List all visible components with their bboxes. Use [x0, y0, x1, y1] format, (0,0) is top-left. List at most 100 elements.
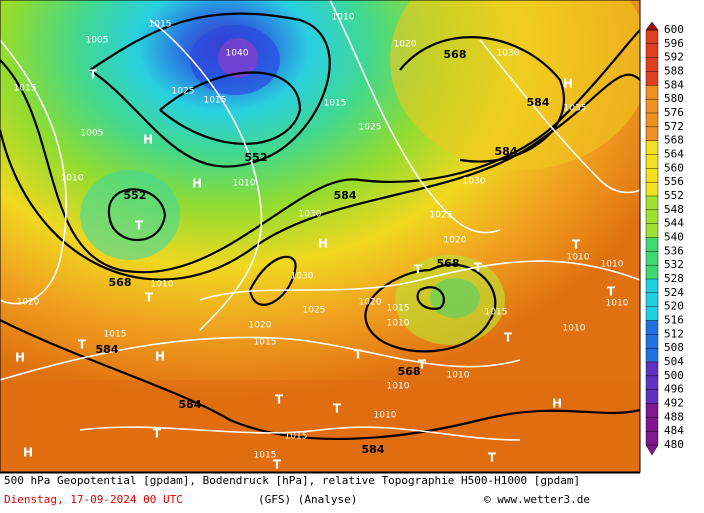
- isobar-label: 1015: [14, 84, 37, 94]
- isobar-label: 1010: [387, 382, 410, 392]
- isobar-label: 1015: [149, 20, 172, 30]
- scale-label: 588: [664, 65, 684, 78]
- isobar-label: 1025: [172, 87, 195, 97]
- scale-swatch: [645, 264, 659, 280]
- isobar-label: 1015: [104, 330, 127, 340]
- isobar-label: 1015: [387, 304, 410, 314]
- height-label: 552: [124, 189, 147, 202]
- isobar-label: 1015: [485, 308, 508, 318]
- scale-label: 548: [664, 203, 684, 216]
- scale-swatch: [645, 223, 659, 239]
- scale-swatch: [645, 430, 659, 446]
- isobar-label: 1020: [444, 236, 467, 246]
- isobar-label: 1015: [285, 432, 308, 442]
- height-label: 584: [334, 189, 357, 202]
- pressure-center: H: [318, 237, 328, 251]
- map-frame: [0, 0, 641, 473]
- isobar-label: 1030: [291, 272, 314, 282]
- scale-label: 572: [664, 120, 684, 133]
- height-label: 568: [109, 276, 132, 289]
- scale-swatch: [645, 292, 659, 308]
- height-label: 584: [362, 443, 385, 456]
- scale-swatch: [645, 209, 659, 225]
- color-scale: 6005965925885845805765725685645605565525…: [645, 21, 684, 456]
- pressure-center: T: [89, 68, 98, 82]
- isobar-label: 1010: [387, 319, 410, 329]
- isobar-label: 1015: [254, 338, 277, 348]
- scale-arrow-bottom: [645, 444, 659, 456]
- pressure-center: H: [552, 397, 562, 411]
- scale-swatch: [645, 71, 659, 87]
- isobar-label: 1025: [430, 211, 453, 221]
- scale-swatch: [645, 306, 659, 322]
- height-label: 552: [245, 151, 268, 164]
- scale-swatch: [645, 29, 659, 45]
- pressure-center: T: [607, 285, 616, 299]
- isobar-label: 1025: [303, 306, 326, 316]
- pressure-center: T: [474, 261, 483, 275]
- isobar-label: 1020: [249, 321, 272, 331]
- pressure-center: T: [354, 348, 363, 362]
- scale-label: 568: [664, 134, 684, 147]
- pressure-center: T: [488, 451, 497, 465]
- pressure-center: H: [192, 177, 202, 191]
- scale-label: 580: [664, 92, 684, 105]
- scale-label: 560: [664, 161, 684, 174]
- pressure-center: T: [572, 238, 581, 252]
- scale-label: 596: [664, 37, 684, 50]
- isobar-label: 1030: [497, 49, 520, 59]
- scale-label: 504: [664, 355, 684, 368]
- isobar-label: 1035: [564, 104, 587, 114]
- scale-label: 564: [664, 148, 684, 161]
- scale-arrow-top: [645, 21, 659, 31]
- scale-label: 524: [664, 286, 684, 299]
- map: [0, 0, 640, 472]
- pressure-center: T: [504, 331, 513, 345]
- scale-label: 516: [664, 314, 684, 327]
- footer-source: © www.wetter3.de: [484, 493, 590, 506]
- footer-description: 500 hPa Geopotential [gpdam], Bodendruck…: [4, 474, 580, 487]
- height-label: 568: [444, 48, 467, 61]
- scale-label: 496: [664, 383, 684, 396]
- scale-swatch: [645, 154, 659, 170]
- pressure-center: T: [153, 427, 162, 441]
- footer-model: (GFS) (Analyse): [258, 493, 357, 506]
- scale-swatch: [645, 417, 659, 432]
- isobar-label: 1010: [447, 371, 470, 381]
- isobar-label: 1030: [299, 210, 322, 220]
- scale-label: 512: [664, 327, 684, 340]
- isobar-label: 1040: [226, 49, 249, 59]
- scale-label: 540: [664, 231, 684, 244]
- scale-swatch: [645, 334, 659, 349]
- scale-swatch: [645, 251, 659, 266]
- pressure-center: H: [143, 133, 153, 147]
- height-label: 584: [495, 145, 518, 158]
- scale-swatch: [645, 195, 659, 211]
- isobar-label: 1020: [394, 40, 417, 50]
- scale-label: 544: [664, 217, 684, 230]
- pressure-center: H: [563, 77, 573, 91]
- scale-label: 500: [664, 369, 684, 382]
- isobar-label: 1025: [359, 123, 382, 133]
- scale-swatch: [645, 389, 659, 405]
- isobar-label: 1015: [204, 96, 227, 106]
- scale-label: 532: [664, 258, 684, 271]
- scale-swatch: [645, 140, 659, 156]
- scale-label: 492: [664, 397, 684, 410]
- pressure-center: T: [78, 338, 87, 352]
- scale-label: 484: [664, 424, 684, 437]
- height-label: 584: [179, 398, 202, 411]
- scale-label: 488: [664, 410, 684, 423]
- scale-swatch: [645, 85, 659, 100]
- pressure-center: T: [418, 358, 427, 372]
- isobar-label: 1010: [151, 280, 174, 290]
- pressure-center: H: [23, 446, 33, 460]
- height-label: 568: [437, 257, 460, 270]
- pressure-center: T: [273, 458, 282, 472]
- scale-swatch: [645, 126, 659, 142]
- isobar-label: 1005: [81, 129, 104, 139]
- isobar-label: 1010: [233, 179, 256, 189]
- scale-swatch: [645, 112, 659, 128]
- isobar-label: 1010: [61, 174, 84, 184]
- scale-label: 536: [664, 244, 684, 257]
